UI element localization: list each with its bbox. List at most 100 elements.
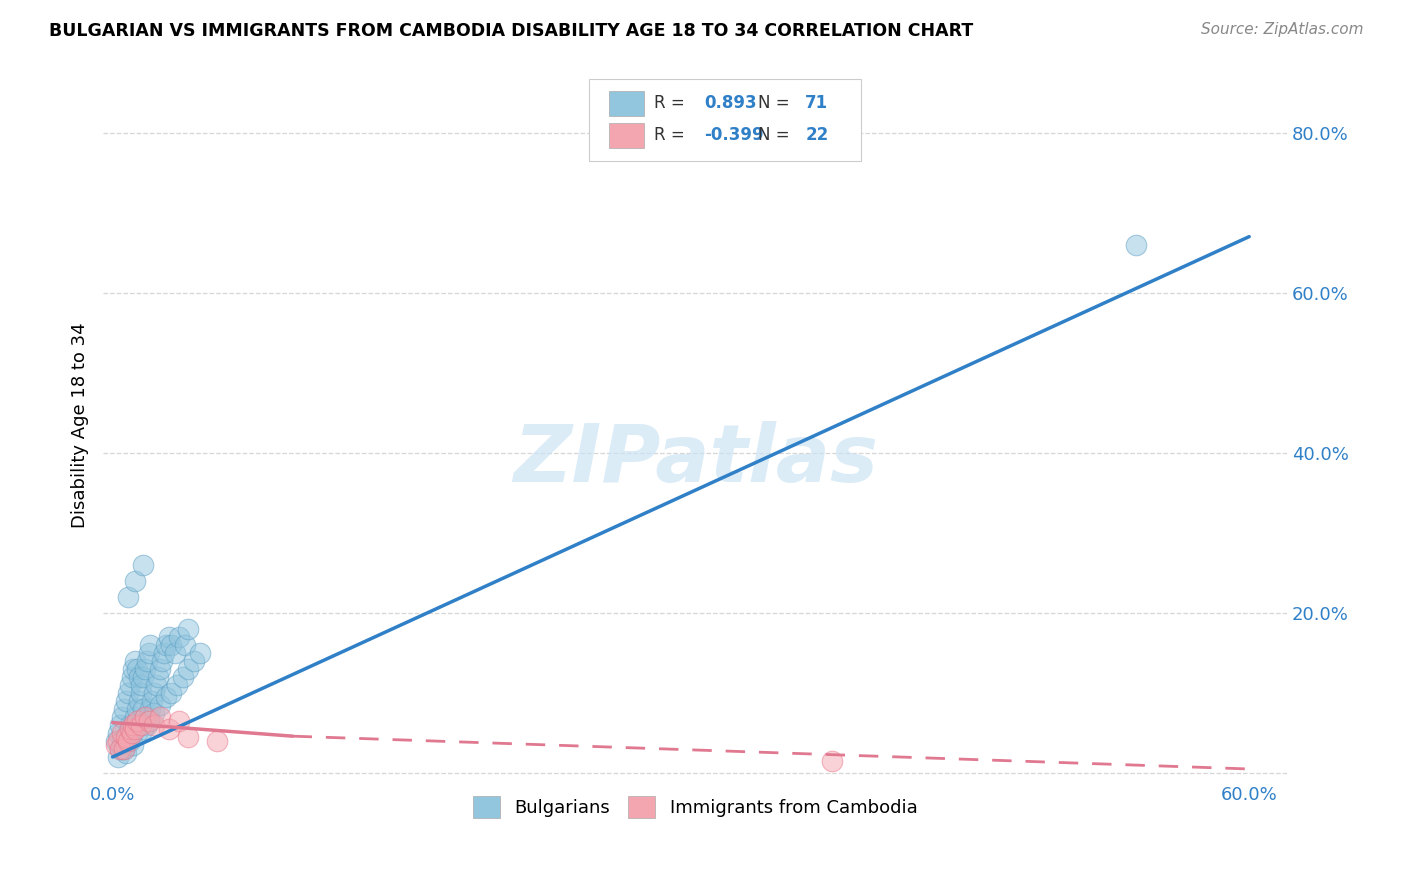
- Point: [177, 662, 200, 676]
- Point: [115, 734, 138, 748]
- Point: [129, 718, 152, 732]
- Legend: Bulgarians, Immigrants from Cambodia: Bulgarians, Immigrants from Cambodia: [465, 789, 925, 825]
- Point: [121, 726, 143, 740]
- Point: [166, 678, 188, 692]
- FancyBboxPatch shape: [609, 123, 644, 148]
- Point: [112, 742, 135, 756]
- Point: [159, 722, 181, 736]
- Point: [138, 714, 160, 728]
- Point: [132, 722, 155, 736]
- Point: [124, 722, 146, 736]
- Point: [127, 662, 149, 676]
- Point: [129, 678, 152, 692]
- Point: [143, 686, 166, 700]
- Point: [107, 726, 129, 740]
- Text: BULGARIAN VS IMMIGRANTS FROM CAMBODIA DISABILITY AGE 18 TO 34 CORRELATION CHART: BULGARIAN VS IMMIGRANTS FROM CAMBODIA DI…: [49, 22, 973, 40]
- Point: [115, 730, 138, 744]
- Point: [118, 718, 141, 732]
- FancyBboxPatch shape: [589, 79, 860, 161]
- Point: [177, 622, 200, 636]
- Point: [127, 726, 149, 740]
- Point: [149, 698, 172, 712]
- Point: [118, 734, 141, 748]
- Text: Source: ZipAtlas.com: Source: ZipAtlas.com: [1201, 22, 1364, 37]
- Point: [105, 734, 128, 748]
- Point: [108, 718, 131, 732]
- Point: [138, 646, 160, 660]
- Point: [107, 734, 129, 748]
- Point: [129, 686, 152, 700]
- Point: [143, 718, 166, 732]
- Point: [143, 706, 166, 720]
- Point: [183, 654, 205, 668]
- Text: R =: R =: [654, 127, 690, 145]
- Point: [127, 702, 149, 716]
- Point: [117, 734, 139, 748]
- Point: [1125, 237, 1147, 252]
- Point: [135, 654, 157, 668]
- Point: [115, 746, 138, 760]
- Point: [135, 718, 157, 732]
- Point: [138, 710, 160, 724]
- Text: N =: N =: [758, 127, 794, 145]
- Point: [155, 638, 177, 652]
- Point: [111, 742, 134, 756]
- Point: [188, 646, 211, 660]
- Text: R =: R =: [654, 95, 690, 112]
- Point: [128, 694, 150, 708]
- Point: [117, 686, 139, 700]
- Point: [821, 754, 844, 768]
- Point: [132, 558, 155, 572]
- Text: ZIPatlas: ZIPatlas: [513, 421, 877, 500]
- Point: [160, 686, 183, 700]
- Point: [124, 710, 146, 724]
- Point: [205, 734, 228, 748]
- Point: [121, 726, 143, 740]
- Point: [146, 670, 169, 684]
- Point: [122, 738, 145, 752]
- Point: [115, 694, 138, 708]
- Point: [132, 670, 155, 684]
- Point: [127, 714, 149, 728]
- Text: 71: 71: [806, 95, 828, 112]
- Point: [118, 678, 141, 692]
- Point: [139, 702, 162, 716]
- Point: [105, 738, 128, 752]
- Point: [132, 702, 155, 716]
- Point: [150, 654, 173, 668]
- Point: [111, 726, 134, 740]
- Point: [117, 590, 139, 604]
- Point: [112, 702, 135, 716]
- Point: [134, 662, 156, 676]
- Point: [155, 690, 177, 704]
- Point: [167, 714, 190, 728]
- Point: [112, 742, 135, 756]
- Point: [108, 742, 131, 756]
- Point: [111, 710, 134, 724]
- Point: [139, 638, 162, 652]
- Text: -0.399: -0.399: [704, 127, 765, 145]
- Point: [152, 646, 174, 660]
- Point: [149, 662, 172, 676]
- Point: [173, 638, 195, 652]
- Point: [118, 722, 141, 736]
- Point: [134, 710, 156, 724]
- Point: [124, 654, 146, 668]
- Point: [149, 710, 172, 724]
- Point: [124, 574, 146, 588]
- Point: [121, 670, 143, 684]
- Point: [145, 678, 167, 692]
- Point: [141, 694, 163, 708]
- Point: [117, 726, 139, 740]
- Text: 22: 22: [806, 127, 828, 145]
- Point: [128, 670, 150, 684]
- Point: [177, 730, 200, 744]
- Point: [134, 710, 156, 724]
- Point: [108, 742, 131, 756]
- Point: [122, 662, 145, 676]
- Point: [160, 638, 183, 652]
- Text: N =: N =: [758, 95, 794, 112]
- Point: [159, 630, 181, 644]
- Point: [111, 734, 134, 748]
- Point: [107, 750, 129, 764]
